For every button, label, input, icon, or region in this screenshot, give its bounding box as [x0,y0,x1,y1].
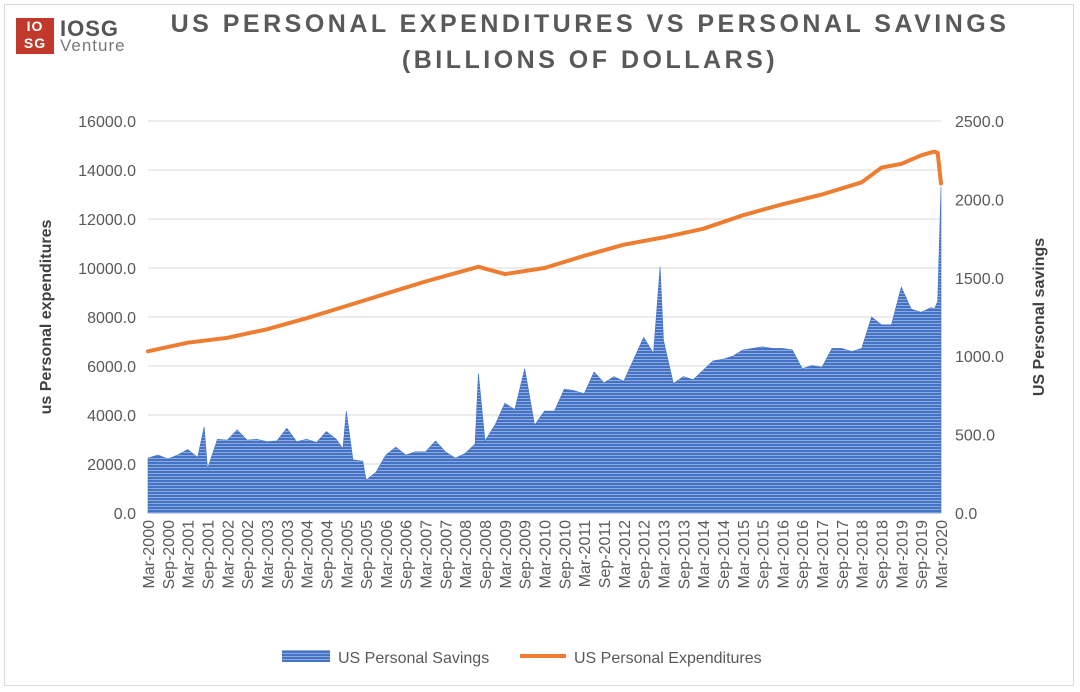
left-tick-label: 4000.0 [87,408,136,425]
x-tick-label: Sep-2010 [557,520,574,589]
x-tick-label: Mar-2001 [181,520,198,589]
chart-title-block: US PERSONAL EXPENDITURES VS PERSONAL SAV… [170,6,1010,78]
legend-label-savings: US Personal Savings [338,650,489,667]
x-tick-label: Sep-2001 [200,520,217,589]
chart-subtitle: (BILLIONS OF DOLLARS) [401,46,779,74]
x-tick-label: Sep-2016 [795,520,812,589]
x-tick-label: Mar-2020 [934,520,951,589]
x-tick-label: Mar-2004 [300,520,317,589]
iosg-logo: IO SG IOSG Venture [16,16,156,58]
x-tick-label: Sep-2012 [637,520,654,589]
x-tick-label: Sep-2009 [518,520,535,589]
x-tick-label: Mar-2015 [736,520,753,589]
x-tick-label: Sep-2005 [359,520,376,589]
x-tick-label: Mar-2003 [260,520,277,589]
x-tick-label: Sep-2002 [240,520,257,589]
x-tick-label: Sep-2000 [161,520,178,589]
x-tick-label: Mar-2000 [141,520,158,589]
right-axis-title: US Personal savings [1031,238,1048,396]
x-tick-label: Mar-2019 [894,520,911,589]
x-tick-label: Mar-2008 [458,520,475,589]
x-tick-label: Sep-2018 [875,520,892,589]
x-tick-label: Mar-2006 [379,520,396,589]
x-tick-label: Mar-2017 [815,520,832,589]
x-tick-label: Mar-2009 [498,520,515,589]
logo-subtitle: Venture [60,36,126,55]
x-tick-label: Sep-2017 [835,520,852,589]
left-axis-title: us Personal expenditures [38,220,55,415]
savings-area [147,186,942,514]
legend-swatch-savings [282,650,330,662]
x-tick-label: Sep-2003 [280,520,297,589]
x-tick-label: Mar-2010 [538,520,555,589]
left-tick-label: 10000.0 [78,261,136,278]
x-tick-label: Sep-2015 [756,520,773,589]
x-tick-label: Sep-2019 [914,520,931,589]
right-tick-label: 0.0 [955,506,977,523]
left-tick-label: 0.0 [114,506,136,523]
logo-name: IOSG [60,16,120,41]
x-tick-label: Sep-2006 [399,520,416,589]
right-tick-label: 1000.0 [955,349,1004,366]
x-tick-label: Mar-2002 [220,520,237,589]
x-tick-label: Mar-2007 [419,520,436,589]
x-tick-label: Sep-2004 [319,520,336,589]
logo-mark-bottom: SG [23,35,47,51]
x-tick-label: Sep-2013 [676,520,693,589]
x-tick-label: Sep-2014 [716,520,733,589]
logo-mark: IO SG [16,18,54,54]
x-tick-label: Mar-2005 [339,520,356,589]
x-tick-label: Mar-2014 [696,520,713,589]
left-tick-label: 8000.0 [87,310,136,327]
x-tick-label: Sep-2011 [597,520,614,588]
x-tick-label: Mar-2011 [577,520,594,587]
x-tick-label: Mar-2013 [656,520,673,589]
chart-title: US PERSONAL EXPENDITURES VS PERSONAL SAV… [170,10,1010,38]
left-tick-label: 2000.0 [87,457,136,474]
expenditures-line [146,149,943,354]
right-tick-label: 500.0 [955,428,995,445]
left-tick-label: 16000.0 [78,114,136,131]
x-tick-label: Mar-2016 [775,520,792,589]
left-tick-label: 12000.0 [78,212,136,229]
left-tick-label: 6000.0 [87,359,136,376]
right-tick-label: 2500.0 [955,114,1004,131]
x-tick-label: Sep-2007 [438,520,455,589]
right-tick-label: 2000.0 [955,192,1004,209]
left-tick-label: 14000.0 [78,163,136,180]
logo-mark-top: IO [26,18,44,34]
chart-frame [4,4,1074,686]
x-tick-label: Mar-2012 [617,520,634,589]
x-tick-label: Mar-2018 [855,520,872,589]
right-tick-label: 1500.0 [955,271,1004,288]
legend-label-expenditures: US Personal Expenditures [574,650,762,667]
x-tick-label: Sep-2008 [478,520,495,589]
